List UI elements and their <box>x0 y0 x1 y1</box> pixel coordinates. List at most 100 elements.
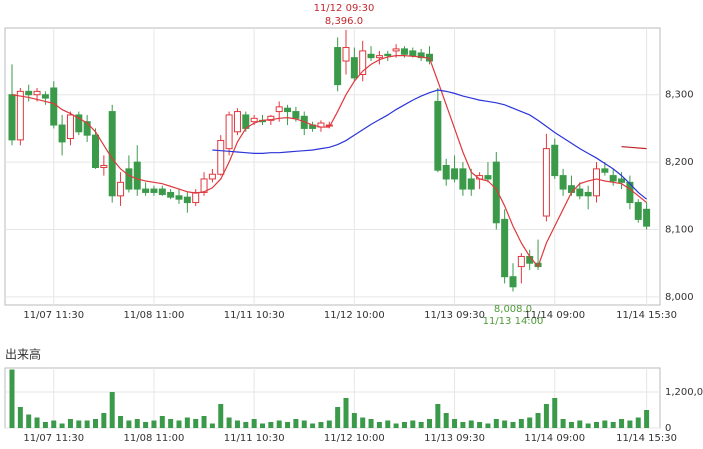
volume-bar <box>251 419 257 428</box>
volume-bar <box>635 417 641 428</box>
volume-bar <box>401 422 407 428</box>
volume-bar <box>159 416 165 428</box>
volume-bar <box>243 422 249 428</box>
x-tick-label: 11/14 09:00 <box>524 310 585 321</box>
y-tick-label: 8,000 <box>665 292 694 303</box>
candle-body <box>367 53 375 59</box>
candle-body <box>250 117 258 123</box>
volume-bar <box>468 420 474 428</box>
candle-body <box>217 140 225 175</box>
volume-bar <box>410 420 416 428</box>
candle-body <box>275 106 283 113</box>
candle-body <box>626 181 634 204</box>
candle-body <box>442 164 450 180</box>
x-tick-label: 11/13 09:30 <box>424 433 485 444</box>
candle-body <box>350 57 358 79</box>
candle-body <box>542 148 550 217</box>
volume-bar <box>326 420 332 428</box>
volume-bar <box>26 414 32 428</box>
candle-body <box>484 175 492 180</box>
candle-body <box>41 94 49 99</box>
candle-body <box>618 178 626 183</box>
candle-body <box>50 87 58 126</box>
volume-bar <box>84 420 90 428</box>
volume-bar <box>427 419 432 428</box>
volume-bar <box>594 422 599 428</box>
volume-bar <box>335 407 341 428</box>
x-tick-label: 11/11 10:30 <box>224 433 285 444</box>
high-value: 8,396.0 <box>325 16 363 27</box>
candle-body <box>33 90 41 96</box>
candle-body <box>334 47 342 86</box>
candle-body <box>192 191 200 204</box>
volume-bar <box>393 423 399 428</box>
volume-bar <box>193 419 199 428</box>
volume-bar <box>560 419 566 428</box>
candle-body <box>551 144 559 177</box>
x-tick-label: 11/13 09:30 <box>424 310 485 321</box>
candle-body <box>100 164 108 169</box>
low-value: 8,008.0 <box>494 304 532 315</box>
volume-bar <box>310 423 316 428</box>
candle-body <box>142 188 150 193</box>
moving-average-line <box>11 55 647 268</box>
x-tick-label: 11/08 11:00 <box>124 433 185 444</box>
candle-body <box>284 107 292 113</box>
candle-body <box>501 218 509 278</box>
candle-body <box>392 48 400 52</box>
volume-bar <box>293 419 299 428</box>
candle-body <box>567 185 575 193</box>
candle-body <box>517 255 525 268</box>
candle-body <box>233 111 241 133</box>
volume-bar <box>435 404 441 428</box>
price-frame <box>4 27 661 306</box>
volume-bar <box>477 422 483 428</box>
volume-bar <box>577 420 583 428</box>
y-tick-label: 8,200 <box>665 157 694 168</box>
volume-bar <box>34 417 40 428</box>
candle-body <box>409 50 417 57</box>
volume-bar <box>276 420 282 428</box>
candle-body <box>400 48 408 55</box>
candle-body <box>16 90 24 141</box>
volume-bar <box>109 392 115 428</box>
volume-bar <box>485 423 491 428</box>
volume-bar <box>510 422 516 428</box>
candle-body <box>108 111 116 197</box>
volume-bar <box>118 416 124 428</box>
moving-average-line <box>621 146 647 150</box>
candle-body <box>601 168 609 173</box>
volume-bar <box>535 413 541 428</box>
candle-body <box>66 114 74 140</box>
x-tick-label: 11/12 10:00 <box>324 310 385 321</box>
volume-bar <box>59 423 65 428</box>
x-tick-label: 11/07 11:30 <box>23 310 84 321</box>
candle-body <box>576 188 584 197</box>
volume-bar <box>9 369 15 428</box>
candle-body <box>467 178 475 190</box>
candle-body <box>75 114 83 133</box>
volume-bar <box>527 417 533 428</box>
volume-bar <box>168 419 174 428</box>
high-time: 11/12 09:30 <box>314 3 375 14</box>
volume-bar <box>176 420 182 428</box>
x-tick-label: 11/11 10:30 <box>224 310 285 321</box>
volume-bar <box>318 422 324 428</box>
candle-body <box>375 55 383 59</box>
volume-bar <box>268 422 274 428</box>
volume-bar <box>134 419 140 428</box>
candle-body <box>92 134 99 169</box>
x-tick-label: 11/14 09:00 <box>524 433 585 444</box>
candle-body <box>509 276 517 288</box>
x-tick-label: 11/14 15:30 <box>616 310 677 321</box>
volume-title: 出来高 <box>5 347 41 362</box>
candle-body <box>225 114 233 150</box>
candle-body <box>384 53 392 57</box>
volume-bar <box>502 420 508 428</box>
volume-bar <box>619 419 625 428</box>
volume-bar <box>76 420 82 428</box>
volume-bar <box>644 410 650 428</box>
volume-bar <box>418 422 424 428</box>
volume-bar <box>184 417 190 428</box>
